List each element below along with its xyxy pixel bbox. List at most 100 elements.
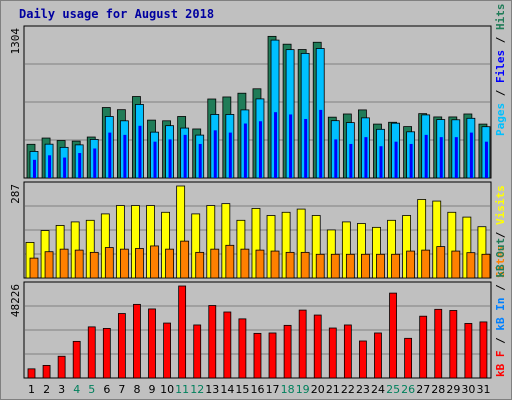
- pages-bar: [183, 134, 187, 178]
- pages-bar: [63, 157, 67, 178]
- kbytes-bar: [343, 324, 352, 379]
- pages-bar: [364, 137, 368, 178]
- x-tick-label: 12: [190, 383, 204, 396]
- kbytes-bar: [42, 365, 51, 379]
- x-tick-label: 16: [251, 383, 265, 396]
- pages-bar: [33, 159, 36, 178]
- legend-kbytes-part: kB F: [494, 351, 507, 378]
- x-tick-label: 20: [311, 383, 325, 396]
- x-tick-label: 23: [356, 383, 370, 396]
- x-tick-label: 2: [43, 383, 50, 396]
- sites-bar: [135, 248, 144, 279]
- pages-bar: [304, 118, 308, 178]
- x-tick-label: 21: [326, 383, 340, 396]
- legend-hits-files-pages: Pages / Files / Hits: [494, 4, 507, 137]
- kbytes-bar: [449, 310, 458, 379]
- legend-sites-visits: Sites / Visits: [494, 185, 507, 278]
- sites-bar: [74, 249, 84, 279]
- sites-bar: [300, 251, 310, 279]
- pages-bar: [319, 109, 323, 178]
- pages-bar: [424, 134, 428, 178]
- legend-sites-visits-part: Sites: [494, 245, 507, 278]
- kbytes-bar: [57, 355, 66, 379]
- sites-bar: [466, 252, 476, 279]
- sites-bar: [361, 253, 370, 279]
- kbytes-bar: [464, 323, 473, 379]
- kbytes-bar: [238, 318, 247, 379]
- kbytes-bar: [208, 305, 217, 379]
- sites-bar: [225, 244, 235, 279]
- pages-bar: [78, 153, 82, 178]
- sites-bar: [29, 257, 39, 279]
- x-tick-label: 27: [416, 383, 430, 396]
- kbytes-bar: [283, 324, 292, 379]
- pages-bar: [394, 141, 398, 178]
- kbytes-bar: [223, 311, 232, 379]
- kbytes-bar: [178, 285, 187, 379]
- pages-bar: [213, 130, 217, 178]
- sites-bar: [119, 248, 129, 279]
- legend-kbytes-part: /: [494, 331, 507, 351]
- kbytes-bar: [117, 313, 126, 379]
- sites-bar: [436, 246, 446, 279]
- sites-bar: [391, 253, 400, 279]
- sites-bar: [255, 249, 265, 279]
- x-tick-label: 4: [73, 383, 80, 396]
- pages-bar: [484, 141, 488, 178]
- pages-bar: [138, 125, 142, 178]
- kbytes-bar: [359, 340, 367, 379]
- kbytes-bar: [27, 368, 36, 379]
- sites-bar: [89, 251, 99, 279]
- kbytes-bar: [404, 337, 413, 379]
- pages-bar: [289, 114, 293, 178]
- x-tick-label: 15: [235, 383, 249, 396]
- kbytes-bar: [193, 324, 202, 379]
- x-tick-label: 24: [371, 383, 385, 396]
- kbytes-bar: [253, 332, 262, 379]
- legend-hits-files-pages-part: /: [494, 30, 507, 50]
- pages-bar: [153, 141, 157, 178]
- x-tick-label: 1: [28, 383, 35, 396]
- x-tick-label: 28: [431, 383, 445, 396]
- legend-hits-files-pages-part: /: [494, 83, 507, 103]
- pages-bar: [108, 132, 112, 178]
- legend-sites-visits-part: /: [494, 225, 507, 245]
- sites-bar: [315, 253, 325, 279]
- kbytes-bar: [148, 308, 156, 379]
- sites-bar: [180, 240, 190, 279]
- pages-bar: [123, 134, 127, 178]
- pages-bar: [349, 143, 353, 178]
- sites-bar: [104, 247, 114, 279]
- panel-kbytes-ymax-label: 48226: [9, 284, 22, 317]
- legend-hits-files-pages-part: Hits: [494, 4, 507, 31]
- pages-bar: [439, 137, 443, 178]
- pages-bar: [168, 139, 172, 178]
- pages-bar: [258, 121, 262, 178]
- x-tick-label: 9: [149, 383, 156, 396]
- pages-bar: [228, 132, 232, 178]
- kbytes-bar: [479, 321, 488, 379]
- x-tick-label: 25: [386, 383, 400, 396]
- kbytes-bar: [87, 326, 96, 379]
- sites-bar: [481, 253, 491, 279]
- x-tick-label: 22: [341, 383, 355, 396]
- x-tick-label: 3: [58, 383, 65, 396]
- x-tick-label: 26: [401, 383, 415, 396]
- legend-hits-files-pages-part: Pages: [494, 103, 507, 136]
- sites-bar: [451, 250, 461, 279]
- sites-bar: [240, 248, 250, 279]
- kbytes-bar: [163, 322, 171, 379]
- sites-bar: [345, 253, 355, 279]
- sites-bar: [59, 248, 69, 279]
- x-tick-label: 8: [133, 383, 140, 396]
- sites-bar: [285, 251, 295, 279]
- kbytes-bar: [328, 327, 337, 379]
- x-tick-label: 18: [281, 383, 295, 396]
- kbytes-bar: [389, 292, 397, 379]
- sites-bar: [150, 245, 159, 279]
- pages-bar: [454, 137, 458, 178]
- pages-bar: [198, 143, 202, 178]
- pages-bar: [48, 155, 52, 178]
